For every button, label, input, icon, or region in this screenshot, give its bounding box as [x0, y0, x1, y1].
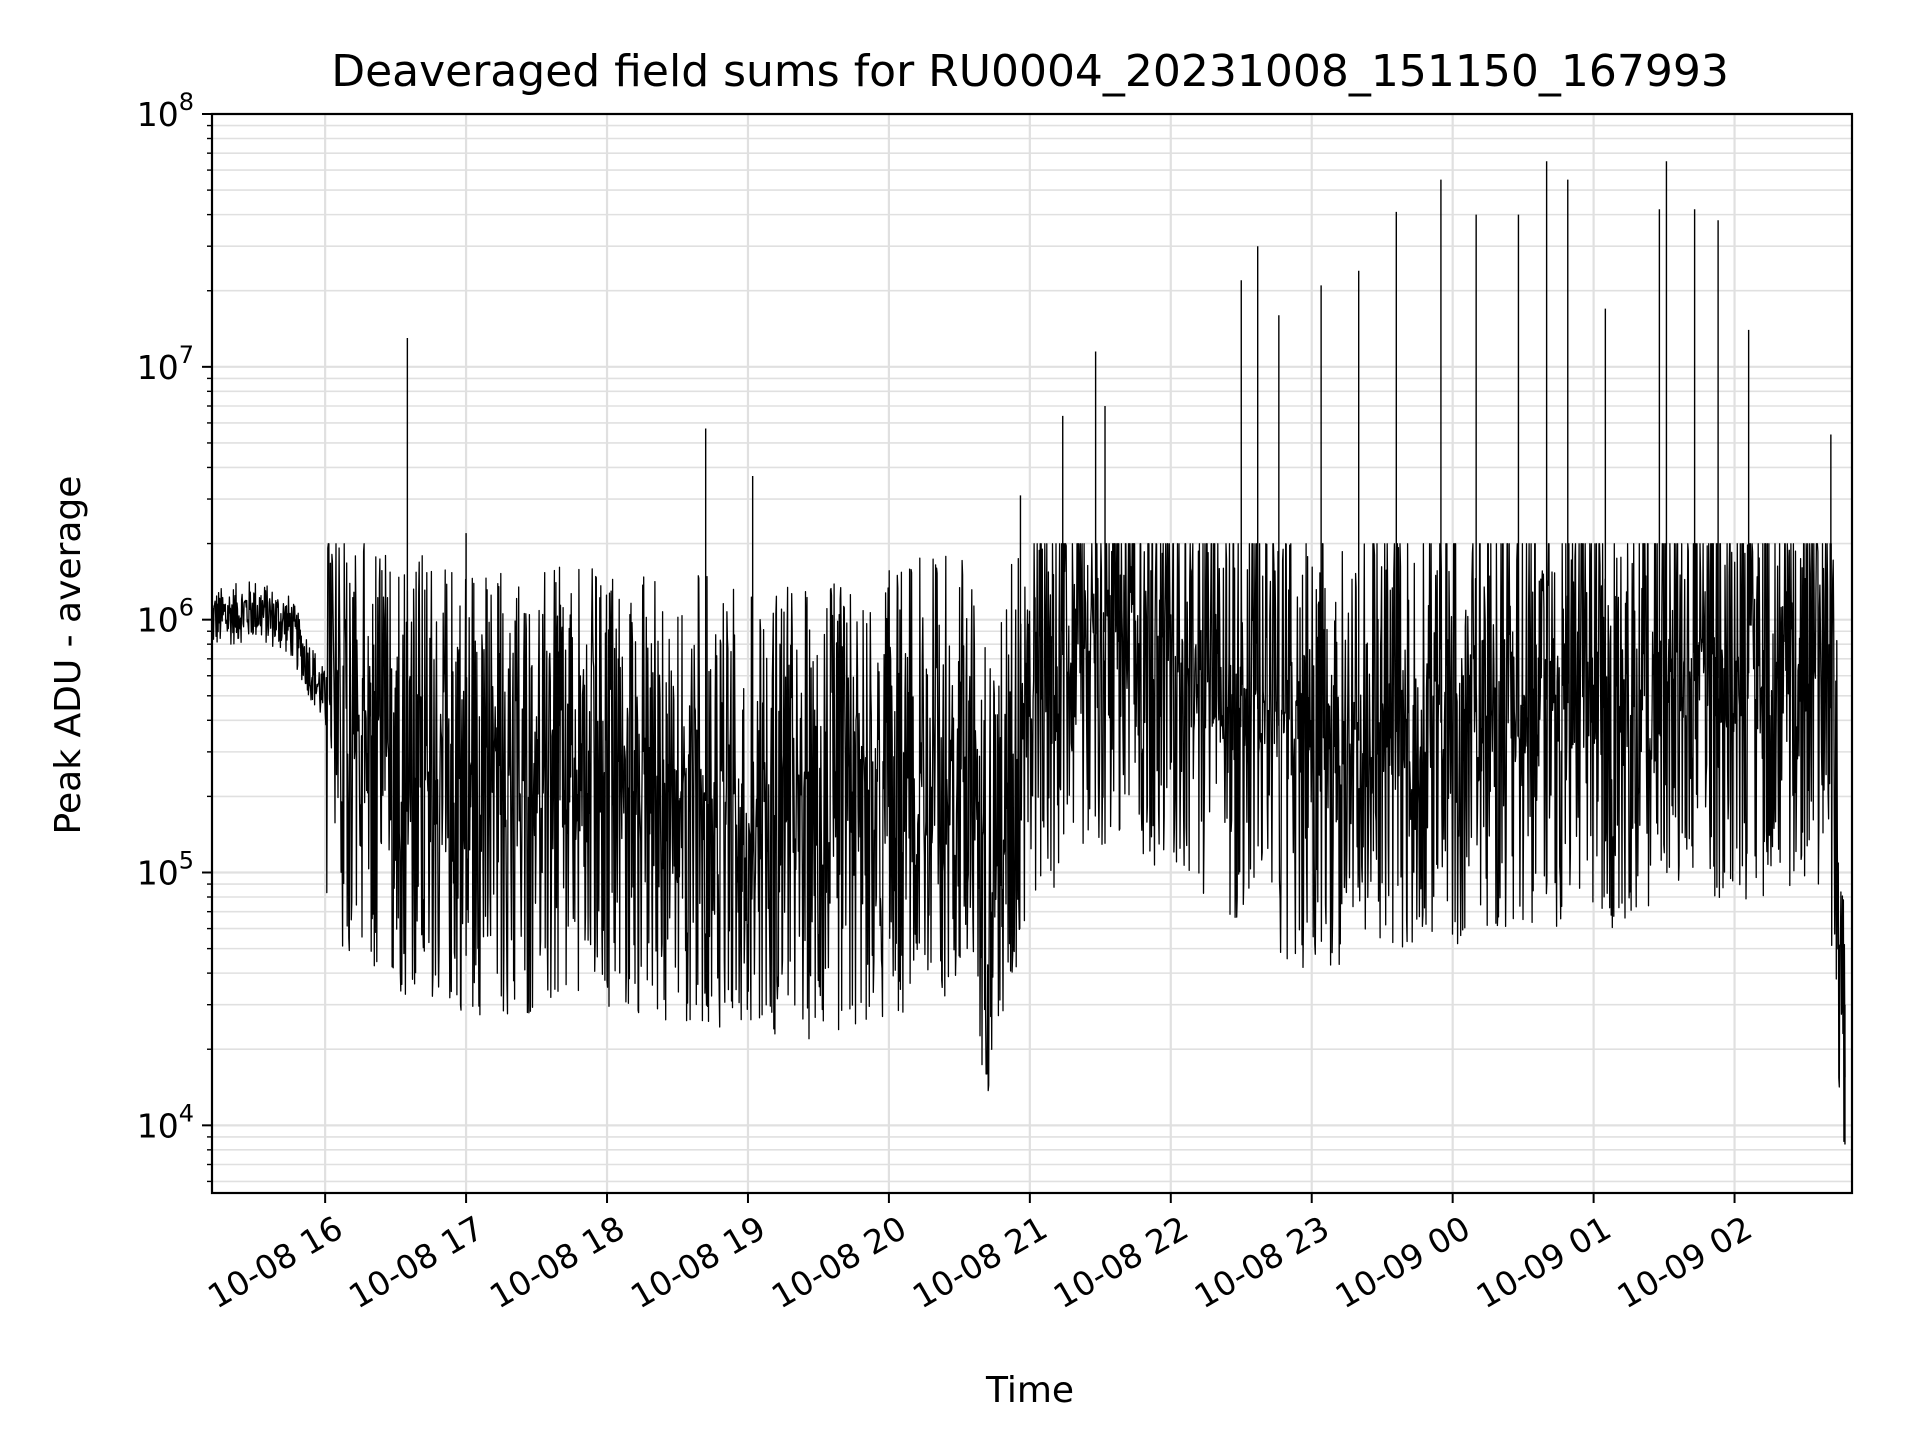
- y-tick-labels: 104 105 106 107 108: [137, 88, 194, 1145]
- data-layer: [211, 161, 1846, 1145]
- y-tick-label: 108: [137, 88, 194, 134]
- chart-title: Deaveraged field sums for RU0004_2023100…: [331, 46, 1729, 97]
- y-tick-label: 105: [137, 847, 194, 893]
- y-tick-label: 104: [137, 1099, 194, 1145]
- y-axis-label: Peak ADU - average: [48, 476, 89, 835]
- y-tick-label: 107: [137, 341, 194, 387]
- series-line: [211, 543, 1846, 1143]
- x-axis-label: Time: [985, 1370, 1074, 1411]
- y-tick-label: 106: [137, 594, 194, 640]
- tick-layer: [202, 113, 1736, 1203]
- plot-frame: [210, 112, 1854, 1195]
